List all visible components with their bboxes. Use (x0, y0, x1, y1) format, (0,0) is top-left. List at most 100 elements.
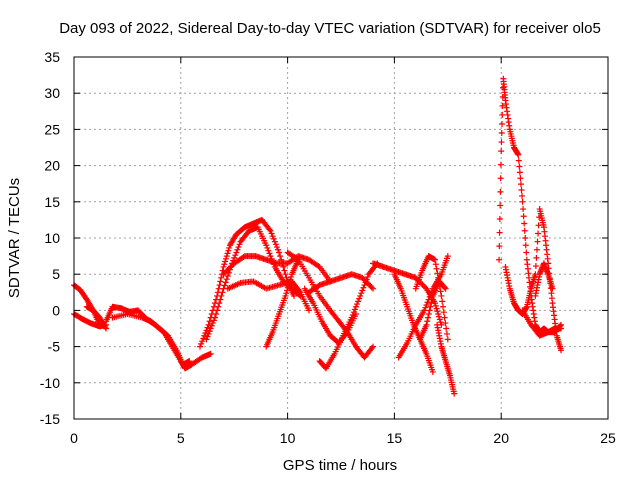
y-tick-label: 20 (44, 158, 60, 174)
data-point (360, 276, 367, 283)
data-point (520, 206, 527, 213)
data-point (351, 306, 358, 313)
data-point (203, 327, 210, 334)
data-point (426, 307, 433, 314)
data-point (270, 235, 277, 242)
data-point (359, 287, 366, 294)
data-point (343, 330, 350, 337)
data-point (444, 336, 451, 343)
data-point (515, 151, 522, 158)
data-point (439, 303, 446, 310)
series-arc-s (417, 278, 449, 343)
data-point (207, 325, 214, 332)
x-tick-label: 10 (280, 430, 296, 446)
data-point (441, 314, 448, 321)
data-point (274, 246, 281, 253)
data-point (436, 316, 443, 323)
data-point (231, 254, 238, 261)
data-point (281, 267, 288, 274)
series-arc-b (71, 311, 110, 330)
data-point (221, 261, 228, 268)
data-point (497, 175, 504, 182)
y-tick-label: -5 (48, 339, 61, 355)
data-point (221, 269, 228, 276)
y-tick-label: 5 (52, 266, 60, 282)
data-point (499, 120, 506, 127)
data-point (516, 169, 523, 176)
data-point (532, 263, 539, 270)
data-point (499, 111, 506, 118)
data-point (197, 343, 204, 350)
data-point (424, 299, 431, 306)
data-point (228, 263, 235, 270)
data-point (216, 300, 223, 307)
data-point (210, 317, 217, 324)
data-point (518, 187, 525, 194)
data-point (283, 290, 290, 297)
data-point (204, 333, 211, 340)
series-arc-e (109, 311, 193, 368)
data-point (516, 163, 523, 170)
data-point (223, 253, 230, 260)
data-point (201, 332, 208, 339)
data-point (264, 244, 271, 251)
data-point (522, 235, 529, 241)
data-point (265, 247, 272, 254)
data-point (433, 265, 440, 272)
data-point (200, 335, 207, 342)
data-point (435, 313, 442, 320)
series-arc-h (220, 253, 334, 285)
data-point (223, 268, 230, 275)
series-arc-w (519, 307, 565, 339)
data-point (271, 238, 278, 245)
data-point (370, 343, 377, 350)
data-point (296, 287, 303, 294)
data-point (517, 181, 524, 188)
x-tick-label: 20 (493, 430, 509, 446)
data-point (291, 292, 298, 299)
data-point (363, 278, 370, 285)
data-point (285, 282, 292, 289)
data-point (213, 311, 220, 318)
data-point (439, 298, 446, 305)
y-tick-label: 15 (44, 194, 60, 210)
y-tick-label: -10 (40, 375, 60, 391)
data-point (266, 226, 273, 233)
data-point (558, 347, 565, 354)
data-point (225, 265, 232, 272)
axis-ticks: 0 5 10 15 20 25 -15 -10 -5 0 5 10 15 20 25 30 35 (40, 49, 616, 446)
data-point (354, 301, 361, 308)
data-point (223, 276, 230, 283)
data-point (352, 303, 359, 310)
data-point (498, 148, 505, 155)
data-point (277, 253, 284, 260)
data-point (442, 320, 449, 327)
data-point (360, 284, 367, 291)
data-point (209, 320, 216, 327)
data-point (497, 161, 504, 168)
data-point (287, 276, 294, 283)
data-point (225, 247, 232, 254)
data-point (366, 281, 373, 288)
data-point (269, 233, 276, 240)
data-point (535, 230, 542, 237)
data-point (451, 390, 458, 397)
x-tick-label: 0 (70, 430, 78, 446)
data-point (522, 242, 529, 249)
plot-frame (73, 56, 609, 420)
data-point (315, 263, 322, 270)
data-point (443, 330, 450, 337)
y-tick-label: 30 (44, 85, 60, 101)
data-point (356, 295, 363, 302)
data-point (437, 319, 444, 326)
data-point (425, 311, 432, 318)
data-point (272, 241, 279, 248)
data-point (521, 227, 528, 234)
data-point (205, 321, 212, 328)
y-tick-label: 10 (44, 230, 60, 246)
data-point (352, 311, 359, 318)
data-point (523, 249, 530, 256)
data-point (268, 230, 275, 237)
data-point (437, 288, 444, 295)
data-point (222, 279, 229, 286)
